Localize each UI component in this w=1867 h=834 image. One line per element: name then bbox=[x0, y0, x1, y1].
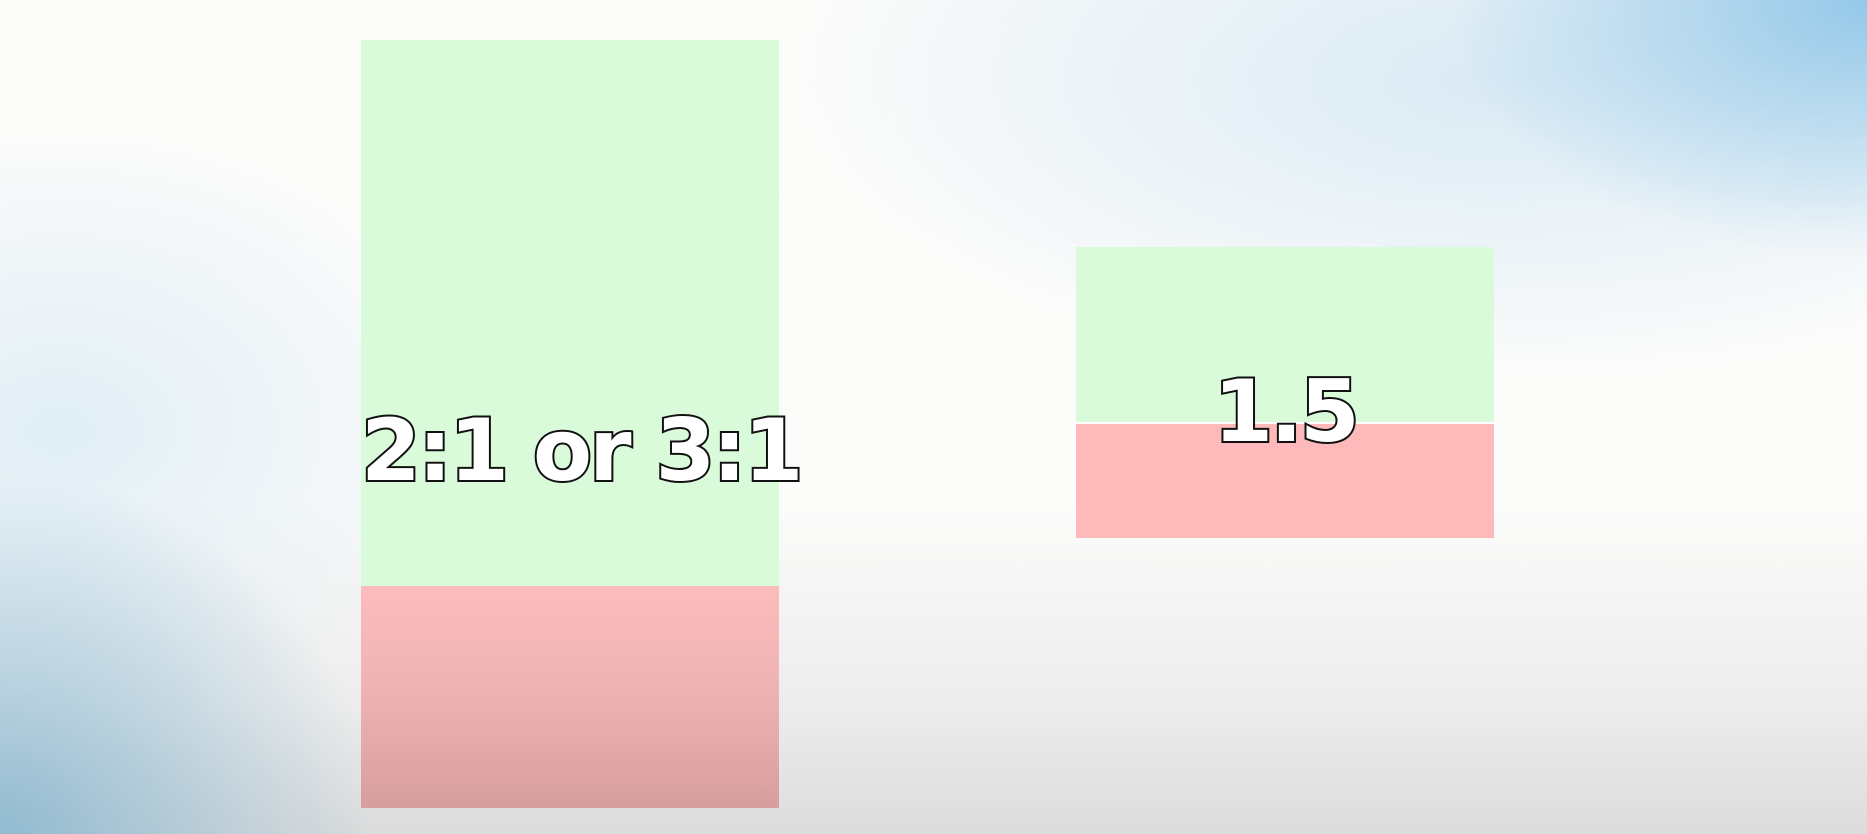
ratio-label-left: 2:1 or 3:1 bbox=[359, 401, 806, 501]
ratio-bar-right: 1.5 bbox=[1076, 247, 1494, 538]
green-segment bbox=[1076, 247, 1494, 423]
ratio-label-right: 1.5 bbox=[1211, 362, 1361, 462]
red-segment bbox=[1076, 424, 1494, 538]
red-segment bbox=[361, 586, 779, 808]
green-segment bbox=[361, 40, 779, 586]
ratio-bar-left: 2:1 or 3:1 bbox=[359, 40, 806, 808]
segment-divider bbox=[1076, 422, 1494, 423]
